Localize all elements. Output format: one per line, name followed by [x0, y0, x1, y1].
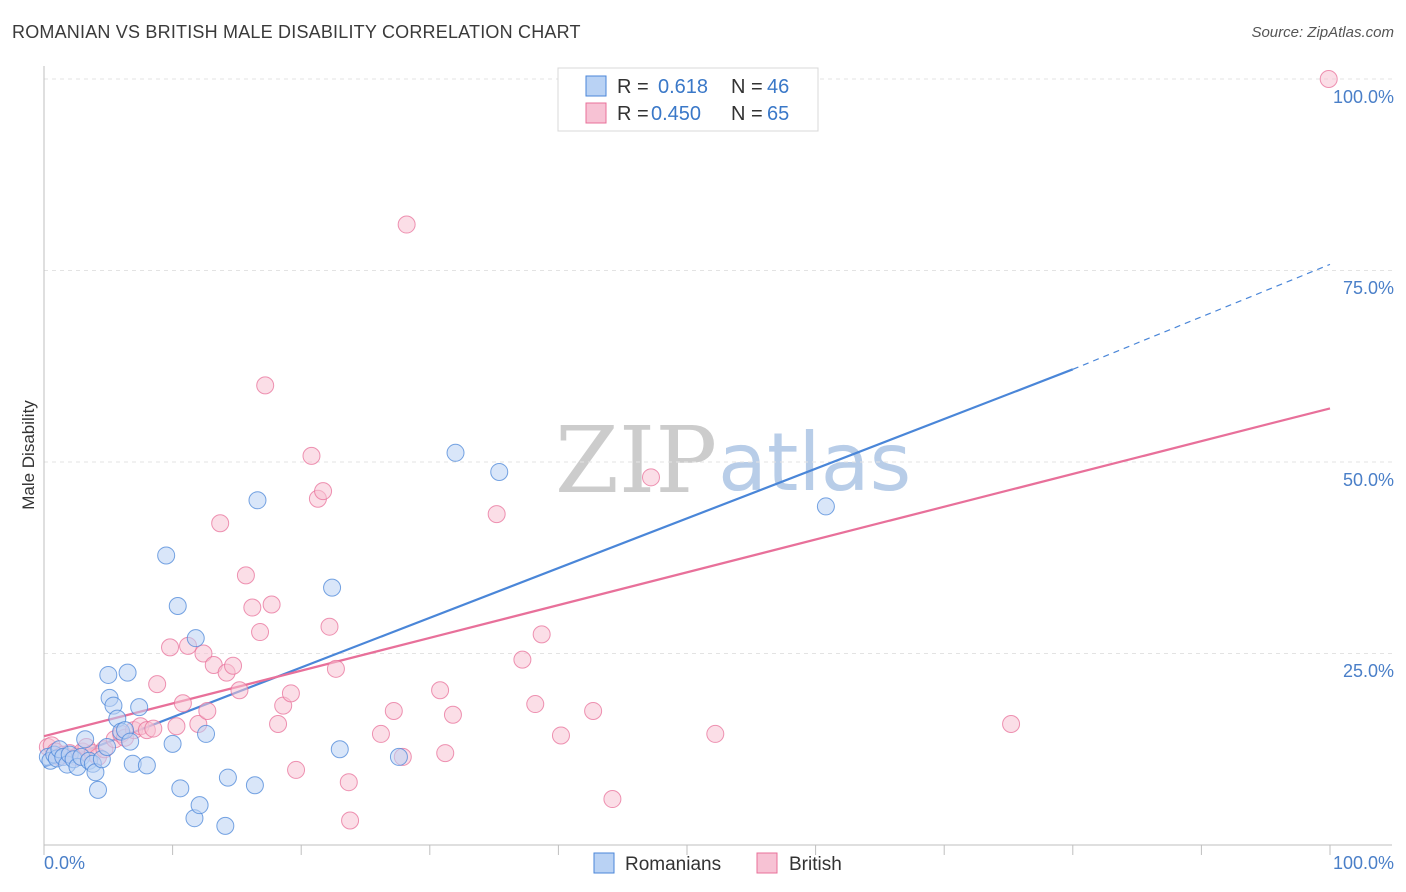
legend-swatch-romanians: [585, 75, 607, 97]
point-romanians-30: [163, 734, 182, 753]
point-romanians-32: [171, 779, 190, 798]
point-british-37: [269, 714, 288, 733]
y-axis-label: Male Disability: [19, 400, 38, 510]
point-british-60: [584, 701, 603, 720]
legend-box: R = 0.618 N = 46 R = 0.450 N = 65: [557, 67, 819, 132]
point-romanians-28: [137, 756, 156, 775]
point-british-20: [161, 638, 180, 657]
trend-line-romanians: [43, 368, 1074, 768]
point-british-26: [198, 701, 217, 720]
point-romanians-45: [490, 462, 509, 481]
legend-n-value-british: 65: [767, 103, 789, 125]
point-british-41: [302, 446, 321, 465]
point-british-59: [551, 726, 570, 745]
point-british-64: [1002, 714, 1021, 733]
point-british-48: [371, 724, 390, 743]
point-romanians-42: [330, 740, 349, 759]
point-british-53: [436, 744, 455, 763]
point-romanians-37: [216, 816, 235, 835]
point-british-21: [167, 717, 186, 736]
point-romanians-39: [245, 776, 264, 795]
point-romanians-34: [186, 629, 205, 648]
y-tick-label-25: 25.0%: [1343, 661, 1394, 681]
legend-r-value-british: 0.450: [651, 103, 701, 125]
point-british-52: [431, 681, 450, 700]
legend-r-label-british: R =: [617, 103, 649, 125]
point-british-46: [339, 773, 358, 792]
source-credit: Source: ZipAtlas.com: [1251, 24, 1394, 41]
legend-n-value-romanians: 46: [767, 76, 789, 98]
point-british-49: [384, 701, 403, 720]
point-british-25: [194, 644, 213, 663]
point-british-51: [397, 215, 416, 234]
chart-title: ROMANIAN VS BRITISH MALE DISABILITY CORR…: [12, 22, 581, 42]
point-british-63: [706, 724, 725, 743]
legend-r-label-romanians: R =: [617, 76, 649, 98]
point-romanians-46: [816, 497, 835, 516]
trend-extension-romanians: [1072, 263, 1331, 370]
point-british-47: [341, 811, 360, 830]
point-british-44: [320, 617, 339, 636]
point-british-19: [148, 675, 167, 694]
point-british-33: [243, 598, 262, 617]
bottom-legend-label-romanians: Romanians: [625, 854, 721, 875]
x-tick-label-max: 100.0%: [1333, 853, 1394, 873]
point-british-30: [224, 656, 243, 675]
legend-n-label-british: N =: [731, 103, 763, 125]
point-british-18: [144, 719, 163, 738]
axes: [43, 66, 1392, 855]
point-romanians-40: [248, 491, 267, 510]
point-romanians-41: [323, 578, 342, 597]
point-british-31: [230, 681, 249, 700]
bottom-legend-swatch-british: [756, 852, 778, 874]
point-british-35: [256, 376, 275, 395]
point-british-34: [251, 623, 270, 642]
bottom-legend-swatch-romanians: [593, 852, 615, 874]
point-romanians-38: [218, 768, 237, 787]
point-british-36: [262, 595, 281, 614]
point-british-65: [1319, 70, 1338, 88]
point-british-56: [513, 650, 532, 669]
y-tick-label-50: 50.0%: [1343, 470, 1394, 490]
point-british-39: [281, 684, 300, 703]
y-tick-label-100: 100.0%: [1333, 87, 1394, 107]
legend-n-label-romanians: N =: [731, 76, 763, 98]
point-romanians-15: [89, 780, 108, 799]
point-romanians-11: [76, 730, 95, 749]
y-tick-label-75: 75.0%: [1343, 278, 1394, 298]
point-british-57: [526, 695, 545, 714]
point-romanians-27: [130, 698, 149, 717]
point-british-58: [532, 625, 551, 644]
point-romanians-24: [118, 663, 137, 682]
point-british-62: [641, 468, 660, 487]
point-british-43: [314, 482, 333, 501]
point-romanians-25: [121, 732, 140, 751]
legend-r-value-romanians: 0.618: [658, 76, 708, 98]
point-romanians-31: [168, 597, 187, 616]
point-british-32: [236, 566, 255, 585]
point-british-54: [443, 705, 462, 724]
watermark-zip: ZIP: [555, 407, 717, 514]
data-points: [38, 70, 1338, 835]
point-british-55: [487, 505, 506, 524]
point-british-45: [326, 659, 345, 678]
point-romanians-35: [190, 796, 209, 815]
trend-lines: [43, 263, 1331, 768]
bottom-legend-label-british: British: [789, 854, 842, 875]
point-romanians-18: [99, 665, 118, 684]
point-romanians-44: [446, 443, 465, 462]
point-romanians-36: [197, 724, 216, 743]
trend-line-british: [43, 407, 1331, 738]
x-tick-label-min: 0.0%: [44, 853, 85, 873]
bottom-legend: Romanians British: [593, 852, 842, 875]
point-british-22: [173, 694, 192, 713]
point-british-40: [287, 760, 306, 779]
point-romanians-17: [98, 737, 117, 756]
point-romanians-29: [157, 546, 176, 565]
point-british-28: [211, 514, 230, 533]
point-british-61: [603, 790, 622, 809]
legend-swatch-british: [585, 102, 607, 124]
point-romanians-43: [389, 747, 408, 766]
